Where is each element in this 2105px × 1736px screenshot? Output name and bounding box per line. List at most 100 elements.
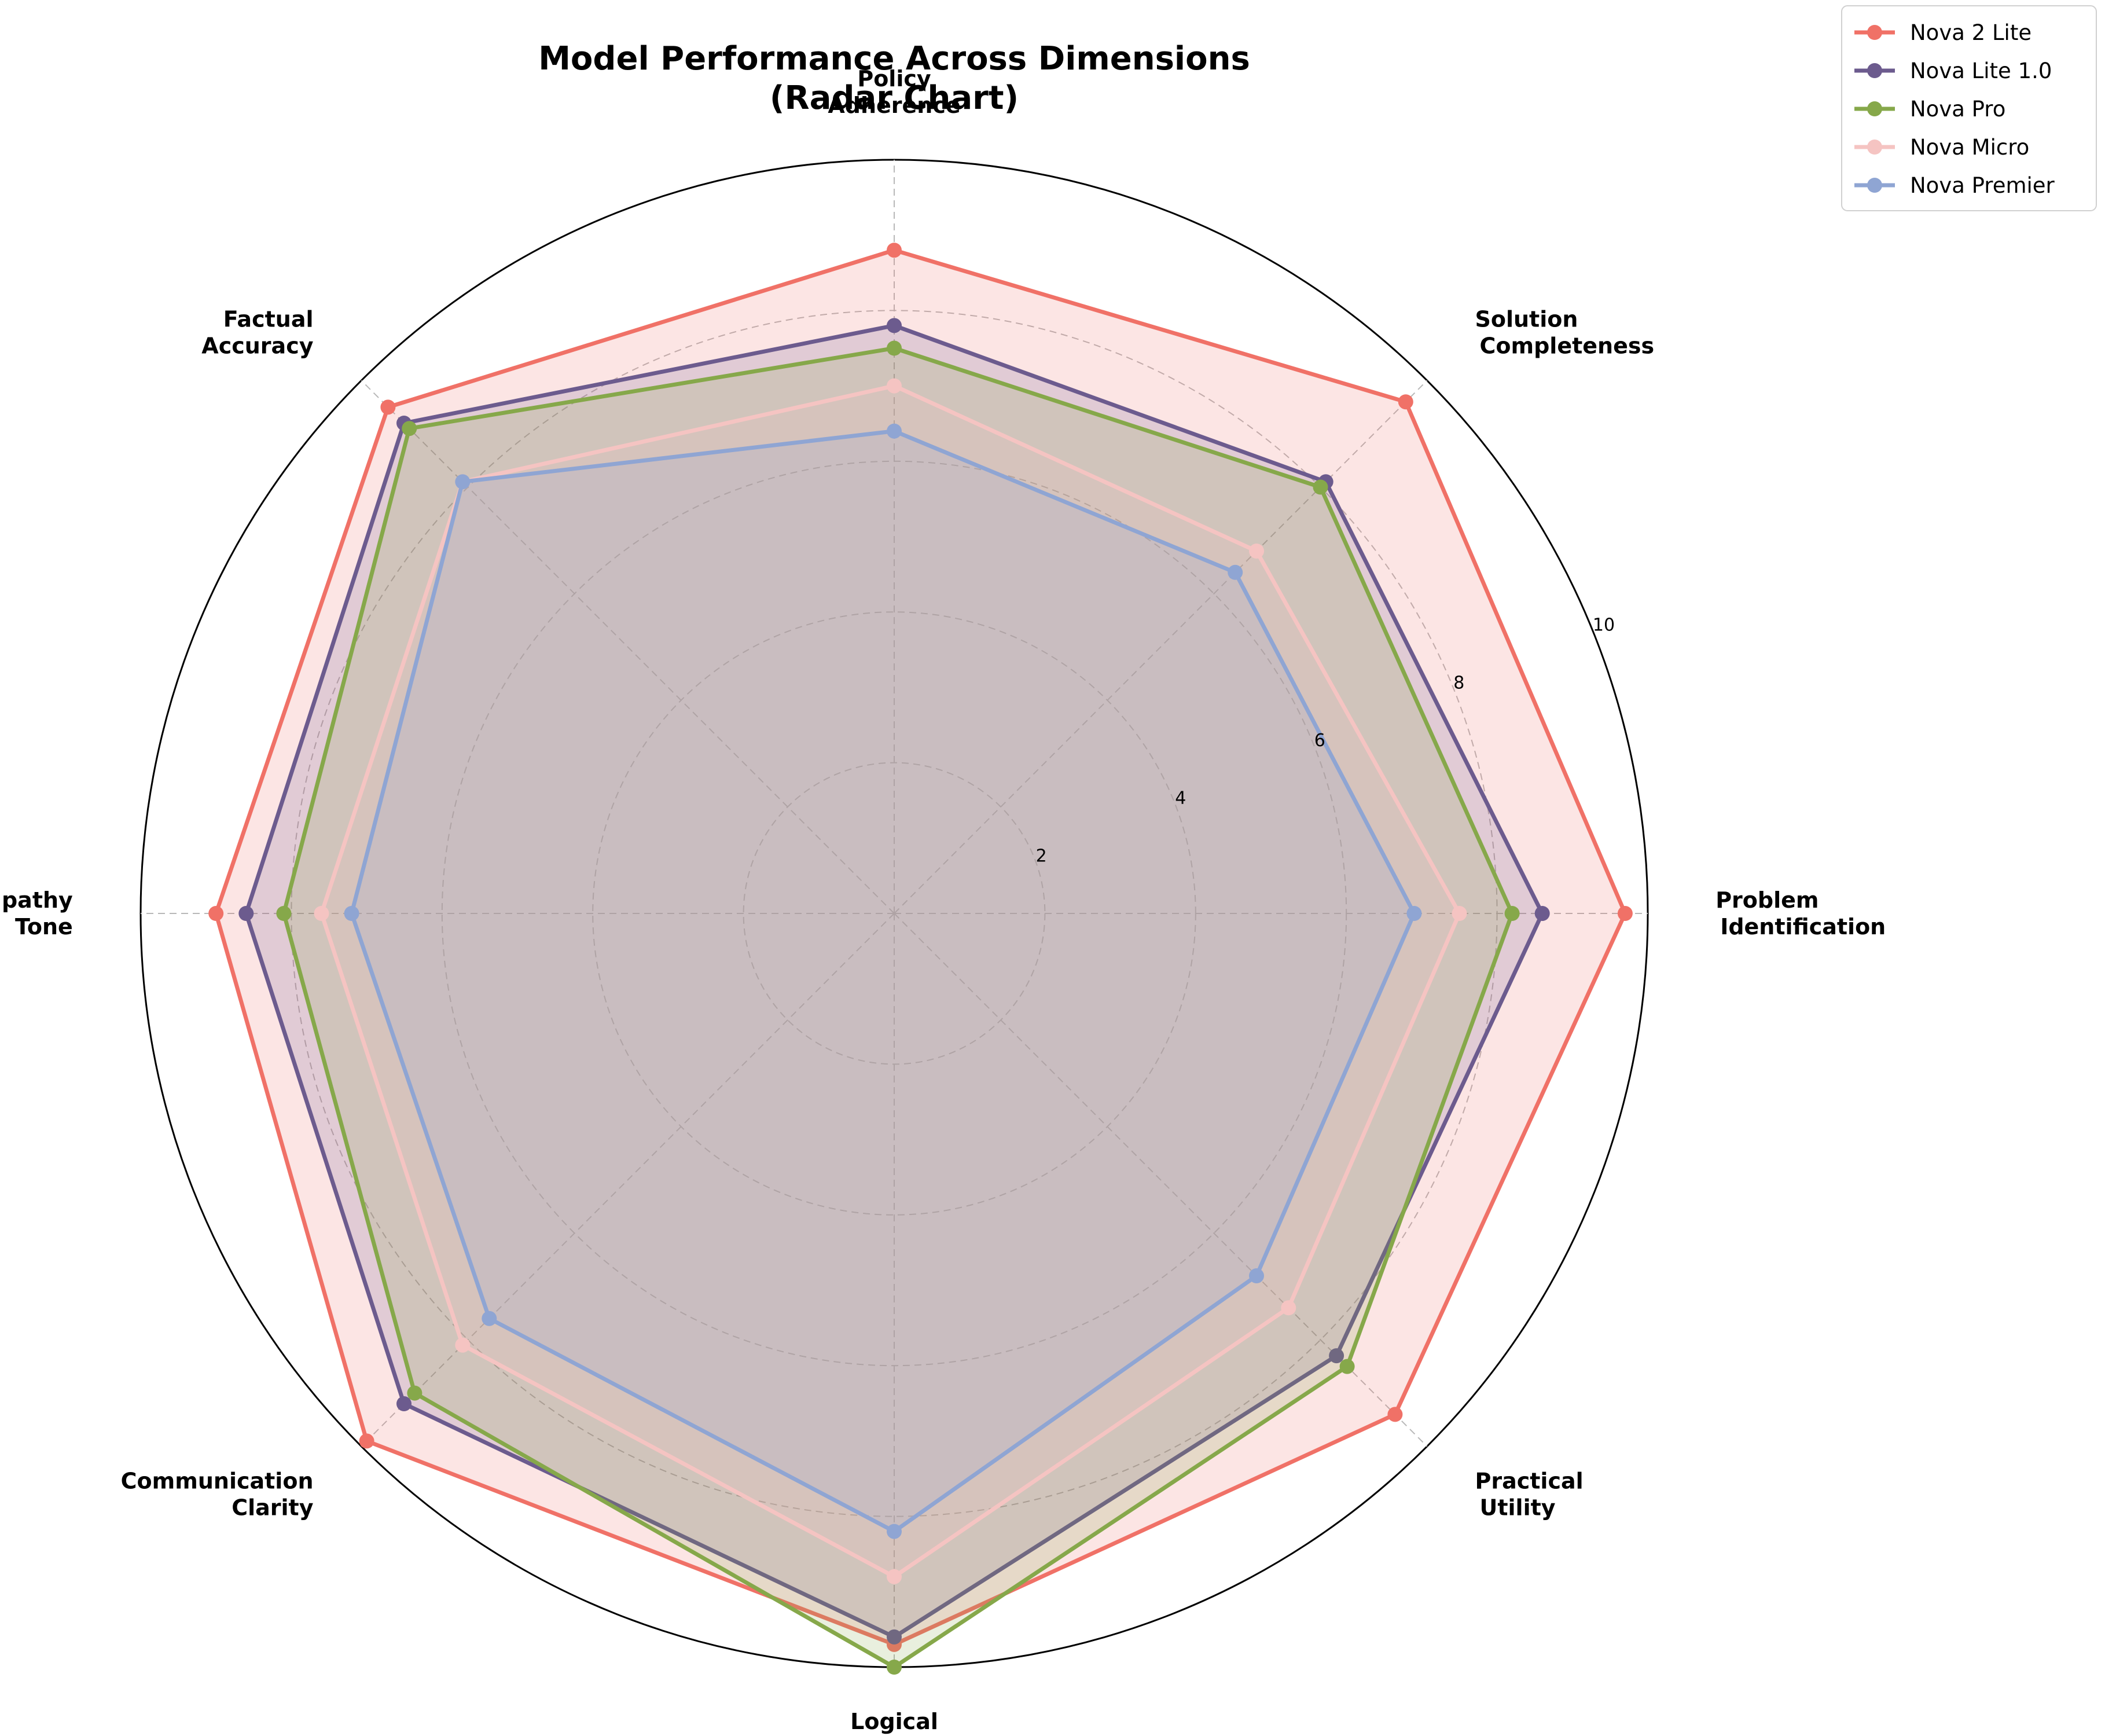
series-area-1 xyxy=(246,325,1542,1637)
series-area-2 xyxy=(284,348,1512,1667)
legend: Nova 2 Lite Nova Lite 1.0 Nova Pro Nova Mic… xyxy=(1841,5,2097,211)
axis-label-0-line-1: Identification xyxy=(1720,914,1886,939)
axis-label-3: Factual Accuracy xyxy=(201,307,313,359)
legend-label-3: Nova Micro xyxy=(1910,135,2029,160)
series-2-point-1 xyxy=(1313,479,1328,495)
series-area-0 xyxy=(216,250,1625,1645)
series-4-point-1 xyxy=(1228,564,1243,580)
axis-label-0-line-0: Problem xyxy=(1715,887,1819,913)
series-3-point-0 xyxy=(1452,906,1467,921)
axis-label-0: Problem Identification xyxy=(1715,887,1886,939)
series-1-point-2 xyxy=(887,318,902,333)
spoke-1 xyxy=(894,380,1428,914)
chart-title-line-2: (Radar Chart) xyxy=(770,79,1019,117)
series-1-point-7 xyxy=(1329,1348,1344,1364)
axis-label-1-line-1: Completeness xyxy=(1480,333,1655,359)
legend-label-1: Nova Lite 1.0 xyxy=(1910,58,2052,83)
series-2-point-6 xyxy=(887,1660,902,1675)
series-area-3 xyxy=(321,386,1460,1577)
series-3-point-6 xyxy=(887,1569,902,1584)
axis-label-2: Policy Adherence xyxy=(828,66,960,118)
series-2-point-7 xyxy=(1339,1359,1355,1374)
legend-swatch-marker-2 xyxy=(1867,101,1882,116)
axis-label-1: Solution Completeness xyxy=(1475,307,1655,359)
series-1-point-6 xyxy=(887,1629,902,1645)
series-3-point-7 xyxy=(1281,1300,1296,1316)
axis-label-2-line-1: Adherence xyxy=(828,93,960,118)
legend-item-0: Nova 2 Lite xyxy=(1854,20,2031,45)
series-4-point-0 xyxy=(1406,906,1422,921)
series-0-point-0 xyxy=(1617,906,1633,921)
series-2-point-5 xyxy=(407,1385,423,1401)
axis-labels: Problem Identification Solution Completenes… xyxy=(0,66,1886,1736)
r-tick-label-4: 4 xyxy=(1175,788,1186,809)
axis-label-5-line-1: Clarity xyxy=(232,1495,313,1521)
legend-label-0: Nova 2 Lite xyxy=(1910,20,2031,45)
legend-swatch-marker-0 xyxy=(1867,25,1882,40)
radial-ticks: 2 4 6 8 10 xyxy=(1036,615,1615,867)
series-0-point-5 xyxy=(359,1433,374,1449)
series-0-point-1 xyxy=(1398,394,1413,410)
series-1-point-0 xyxy=(1534,906,1550,921)
legend-label-4: Nova Premier xyxy=(1910,173,2055,198)
legend-swatch-marker-1 xyxy=(1867,63,1882,78)
axis-label-6-line-0: Logical xyxy=(850,1709,938,1734)
series-0-point-7 xyxy=(1387,1407,1403,1422)
axis-label-6: LogicalCoherence xyxy=(829,1709,960,1736)
series-0-point-2 xyxy=(887,243,902,258)
legend-item-3: Nova Micro xyxy=(1854,135,2029,160)
legend-swatch-marker-4 xyxy=(1867,178,1882,193)
axis-label-4-line-0: Empathy xyxy=(0,887,73,913)
spoke-3 xyxy=(361,380,895,914)
axis-label-3-line-0: Factual xyxy=(223,307,314,332)
series-4-point-4 xyxy=(344,906,359,921)
axis-label-1-line-0: Solution xyxy=(1475,307,1578,332)
axis-label-7: Practical Utility xyxy=(1475,1469,1584,1521)
axis-label-7-line-0: Practical xyxy=(1475,1469,1584,1494)
series-area-4 xyxy=(351,431,1415,1532)
r-tick-label-2: 2 xyxy=(1036,846,1047,866)
spoke-5 xyxy=(361,913,895,1447)
series-0-point-3 xyxy=(380,399,396,415)
r-tick-label-10: 10 xyxy=(1593,615,1615,636)
series-4-point-7 xyxy=(1249,1268,1264,1283)
axis-label-7-line-1: Utility xyxy=(1480,1495,1556,1521)
series-0-point-4 xyxy=(208,906,224,921)
series-4-point-2 xyxy=(887,423,902,439)
series-2 xyxy=(276,340,1520,1675)
series-3-point-4 xyxy=(314,906,329,921)
legend-item-2: Nova Pro xyxy=(1854,97,2005,122)
legend-box xyxy=(1841,5,2097,211)
legend-swatch-marker-3 xyxy=(1867,140,1882,155)
series-3-point-1 xyxy=(1249,544,1264,559)
chart-title-line-1: Model Performance Across Dimensions xyxy=(538,40,1250,78)
axis-label-5: Communication Clarity xyxy=(121,1469,314,1521)
series-2-point-2 xyxy=(887,340,902,356)
series-2-point-3 xyxy=(402,421,417,436)
legend-item-1: Nova Lite 1.0 xyxy=(1854,58,2052,83)
series-2-point-4 xyxy=(276,906,292,921)
legend-item-4: Nova Premier xyxy=(1854,173,2055,198)
axis-label-5-line-0: Communication xyxy=(121,1469,314,1494)
series-3 xyxy=(314,378,1467,1584)
series-1-point-4 xyxy=(238,906,254,921)
series-3-point-2 xyxy=(887,378,902,394)
series-4-point-5 xyxy=(482,1311,497,1326)
series-4 xyxy=(344,423,1422,1539)
series-layer xyxy=(208,243,1633,1675)
axis-label-2-line-0: Policy xyxy=(857,66,931,91)
series-1-point-5 xyxy=(396,1396,412,1411)
series-1 xyxy=(238,318,1550,1645)
series-4-point-3 xyxy=(455,474,471,490)
series-3-point-5 xyxy=(455,1337,471,1353)
series-4-point-6 xyxy=(887,1524,902,1539)
axis-label-4-line-1: Tone xyxy=(15,914,73,939)
legend-label-2: Nova Pro xyxy=(1910,97,2005,122)
axis-label-3-line-1: Accuracy xyxy=(201,333,313,359)
r-tick-label-8: 8 xyxy=(1453,673,1464,693)
series-2-point-0 xyxy=(1504,906,1520,921)
r-tick-label-6: 6 xyxy=(1314,731,1325,751)
chart-title: Model Performance Across Dimensions (Rad… xyxy=(538,40,1250,117)
axis-label-4: EmpathyTone xyxy=(0,887,73,939)
